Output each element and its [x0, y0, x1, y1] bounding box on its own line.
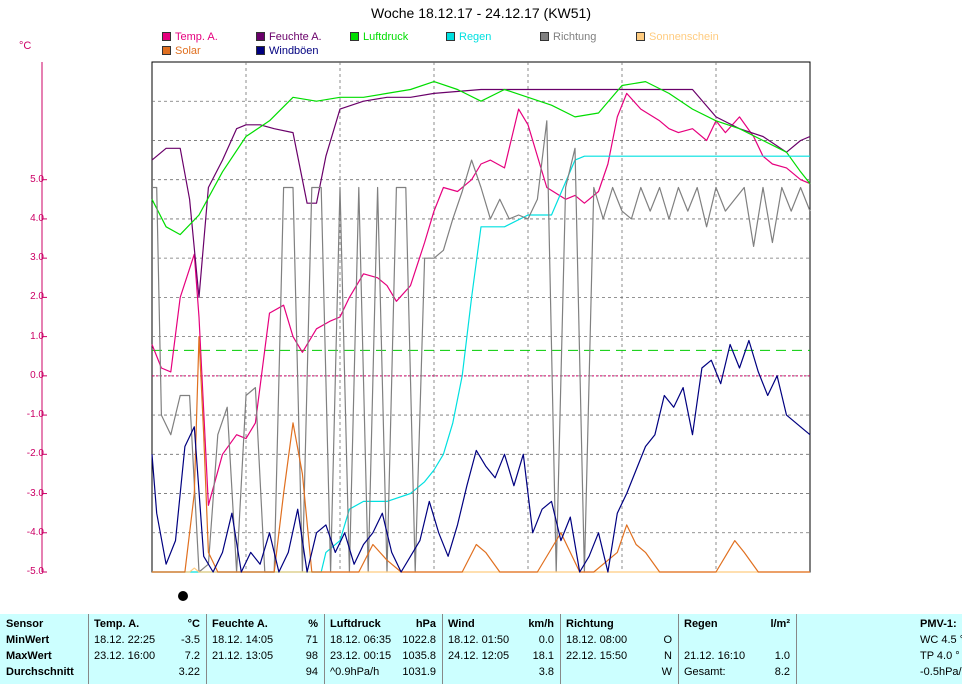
stats-cell: 1.0	[774, 650, 790, 662]
stats-cell: 1022.8	[402, 634, 436, 646]
stats-header-wind: Wind	[448, 618, 475, 630]
series-line-solar	[152, 336, 810, 573]
legend-label: Regen	[459, 31, 492, 43]
legend-swatch	[350, 32, 359, 41]
y-tick-label: 3.0	[30, 252, 44, 264]
legend-swatch	[162, 32, 171, 41]
stats-cell: -3.5	[181, 634, 200, 646]
legend-swatch	[540, 32, 549, 41]
stats-cell: 71	[305, 634, 318, 646]
series-line-luftdruck	[151, 80, 811, 236]
stats-cell: 23.12. 00:15	[330, 650, 392, 662]
stats-header-humidity: Feuchte A.	[212, 618, 268, 630]
stats-cell: 0.0	[538, 634, 554, 646]
stats-header-pmv: PMV-1:	[920, 618, 957, 630]
stats-row-label: Durchschnitt	[6, 666, 74, 678]
stats-cell: Gesamt:	[684, 666, 726, 678]
stats-cell: 18.12. 22:25	[94, 634, 156, 646]
y-tick-label: 4.0	[30, 212, 44, 224]
stats-header-temp: Temp. A.	[94, 618, 140, 630]
stats-cell: 24.12. 12:05	[448, 650, 510, 662]
stats-header-rain: Regen	[684, 618, 718, 630]
stats-cell: 23.12. 16:00	[94, 650, 156, 662]
y-tick-label: 5.0	[30, 173, 44, 185]
series-line-windb-en	[151, 339, 811, 573]
stats-row-label: MinWert	[6, 634, 50, 646]
legend-label: Solar	[175, 45, 201, 57]
chart-area	[41, 61, 811, 573]
stats-cell: O	[663, 634, 672, 646]
stats-cell: ^0.9hPa/h	[330, 666, 380, 678]
stats-cell: 18.12. 06:35	[330, 634, 392, 646]
stats-cell: 8.2	[774, 666, 790, 678]
legend-item: Temp. A.	[162, 31, 218, 43]
stats-cell: 1035.8	[402, 650, 436, 662]
stats-cell: 21.12. 16:10	[684, 650, 746, 662]
legend-item: Windböen	[256, 45, 319, 57]
stats-cell: -0.5hPa/h	[920, 666, 962, 678]
stats-cell: 21.12. 13:05	[212, 650, 274, 662]
y-tick-label: -5.0	[26, 566, 44, 577]
legend-label: Richtung	[553, 31, 597, 43]
stats-header-wind-unit: km/h	[528, 618, 554, 630]
legend-label: Luftdruck	[363, 31, 409, 43]
statistics-table: Sensor Temp. A. °C Feuchte A. % Luftdruc…	[0, 614, 962, 684]
stats-cell: 18.12. 14:05	[212, 634, 274, 646]
sun-icon	[178, 591, 188, 601]
series-lines	[151, 80, 811, 573]
y-tick-label: -1.0	[26, 409, 44, 421]
legend-item: Regen	[446, 31, 491, 43]
legend-swatch	[636, 32, 645, 41]
stats-cell: 3.22	[178, 666, 200, 678]
stats-row-label: MaxWert	[6, 650, 52, 662]
legend-swatch	[446, 32, 455, 41]
chart-title: Woche 18.12.17 - 24.12.17 (KW51)	[371, 5, 591, 21]
stats-cell: 1031.9	[402, 666, 436, 678]
y-tick-label: 1.0	[30, 330, 44, 342]
stats-cell: TP 4.0 °	[920, 650, 960, 662]
stats-header-humidity-unit: %	[308, 618, 318, 630]
plot-background	[151, 61, 811, 573]
stats-header-temp-unit: °C	[187, 618, 200, 630]
legend-label: Feuchte A.	[269, 31, 322, 43]
legend-swatch	[256, 46, 265, 55]
stats-cell: 18.12. 08:00	[566, 634, 628, 646]
stats-cell: 7.2	[184, 650, 200, 662]
legend-label: Sonnenschein	[649, 31, 719, 43]
y-tick-label: 2.0	[30, 291, 44, 303]
legend-item: Richtung	[540, 31, 596, 43]
series-line-temp-a	[151, 92, 811, 506]
y-tick-label: -3.0	[26, 487, 44, 499]
stats-cell: 3.8	[538, 666, 554, 678]
legend-item: Solar	[162, 45, 201, 57]
stats-cell: 18.12. 01:50	[448, 634, 510, 646]
legend-item: Feuchte A.	[256, 31, 322, 43]
stats-cell: 22.12. 15:50	[566, 650, 628, 662]
stats-header-direction: Richtung	[566, 618, 614, 630]
y-tick-label: -2.0	[26, 448, 44, 460]
stats-header-pressure-unit: hPa	[415, 618, 436, 630]
legend-swatch	[256, 32, 265, 41]
stats-cell: N	[664, 650, 672, 662]
stats-cell: W	[661, 666, 672, 678]
stats-cell: WC 4.5 °	[920, 634, 962, 646]
stats-header-pressure: Luftdruck	[330, 618, 381, 630]
stats-header-sensor: Sensor	[6, 618, 44, 630]
legend-label: Temp. A.	[175, 31, 218, 43]
y-axis-unit: °C	[19, 40, 32, 52]
stats-cell: 94	[305, 666, 318, 678]
legend-swatch	[162, 46, 171, 55]
stats-cell: 98	[305, 650, 318, 662]
series-line-regen	[152, 155, 810, 573]
stats-header-rain-unit: l/m²	[770, 618, 790, 630]
series-line-feuchte-a	[151, 88, 811, 298]
legend-item: Sonnenschein	[636, 31, 719, 43]
legend-label: Windböen	[269, 45, 319, 57]
series-line-richtung	[152, 120, 811, 573]
stats-cell: 18.1	[532, 650, 554, 662]
y-tick-label: 0.0	[30, 369, 44, 381]
y-tick-label: -4.0	[26, 526, 44, 538]
legend-item: Luftdruck	[350, 31, 408, 43]
